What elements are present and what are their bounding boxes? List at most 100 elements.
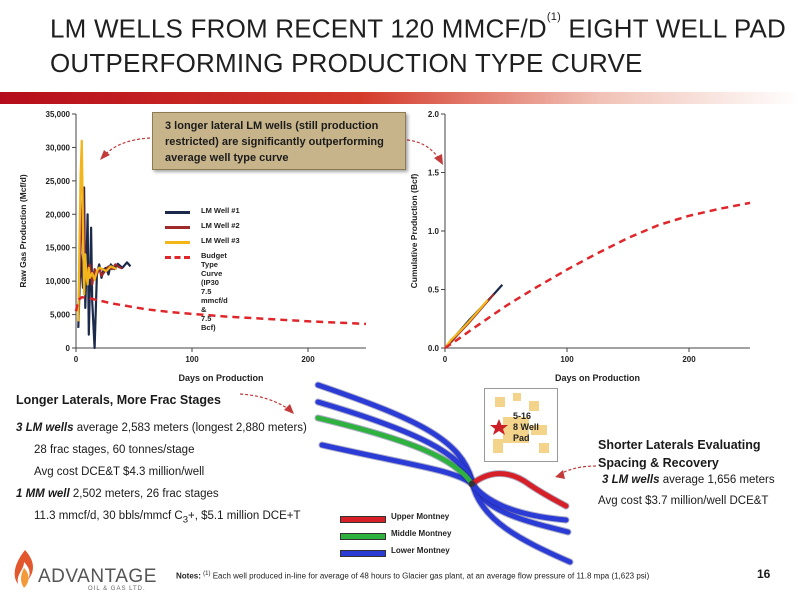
title-line2: OUTPERFORMING PRODUCTION TYPE CURVE [50, 47, 643, 78]
left-line-1: 3 LM wells average 2,583 meters (longest… [16, 417, 346, 439]
chart2-y-tick-label: 1.5 [428, 169, 440, 178]
legend-label-well2: LM Well #2 [201, 221, 240, 230]
map-parcel [539, 443, 549, 453]
title-line1: LM WELLS FROM RECENT 120 MMCF/D [50, 13, 547, 44]
left-line-4-rest: 2,502 meters, 26 frac stages [69, 488, 219, 500]
brand-band [0, 92, 800, 104]
footnote-prefix: Notes: [176, 571, 204, 581]
map-parcel [513, 393, 521, 401]
legend-swatch-budget [165, 256, 190, 259]
chart1-y-tick-label: 25,000 [46, 177, 71, 186]
page-number: 16 [757, 567, 771, 581]
chart1-x-tick-label: 200 [301, 355, 315, 364]
left-line-1-rest: average 2,583 meters (longest 2,880 mete… [73, 422, 307, 434]
legend-label-well1: LM Well #1 [201, 206, 240, 215]
pad-label: 5-16 8 Well Pad [513, 411, 539, 443]
montney-label-middle: Middle Montney [391, 529, 452, 538]
legend-label-well3: LM Well #3 [201, 236, 240, 245]
footnote: Notes: (1) Each well produced in-line fo… [176, 571, 649, 581]
chart2-x-tick-label: 100 [560, 355, 574, 364]
legend-swatch-well3 [165, 241, 190, 244]
left-line-5: 11.3 mmcf/d, 30 bbls/mmcf C3+, $5.1 mill… [16, 505, 346, 531]
chart2-x-axis-title: Days on Production [555, 373, 640, 383]
logo-subtitle: OIL & GAS LTD. [88, 586, 146, 592]
left-line-3: Avg cost DCE&T $4.3 million/well [34, 466, 205, 478]
chart2-series-3-line [444, 299, 489, 349]
map-parcel [529, 401, 539, 411]
arrowhead-icon [555, 470, 565, 479]
left-line-5-sub: 3 [182, 514, 189, 526]
chart1-x-tick-label: 100 [185, 355, 199, 364]
left-line-1-bold: 3 LM wells [16, 422, 74, 434]
pad-map-graphic [490, 393, 549, 453]
wellbore-lower-4 [469, 481, 569, 523]
chart2-x-tick-label: 200 [682, 355, 696, 364]
right-line-1: 3 LM wells average 1,656 meters [598, 472, 793, 489]
chart1-y-tick-label: 35,000 [46, 110, 71, 119]
map-parcel [503, 417, 529, 443]
map-parcel [493, 439, 503, 453]
chart1-y-tick-label: 0 [66, 344, 71, 353]
callout-arrow-left [103, 137, 151, 157]
wellbore-upper-1 [469, 471, 569, 509]
chart2-y-tick-label: 0.0 [428, 344, 440, 353]
footnote-text: Each well produced in-line for average o… [210, 571, 650, 581]
pad-map: 5-16 8 Well Pad [484, 388, 558, 462]
left-line-5-post: +, $5.1 million DCE+T [188, 510, 301, 522]
montney-swatch-middle [340, 533, 386, 540]
left-line-4-bold: 1 MM well [16, 488, 70, 500]
chart1-y-tick-label: 10,000 [46, 277, 71, 286]
chart1-series-3-line [77, 139, 118, 322]
chart1-y-tick-label: 15,000 [46, 244, 71, 253]
right-line-1-bold: 3 LM wells [602, 474, 660, 486]
chart2-y-tick-label: 1.0 [428, 227, 440, 236]
chart2-y-tick-label: 2.0 [428, 110, 440, 119]
legend-swatch-well1 [165, 211, 190, 214]
left-line-4: 1 MM well 2,502 meters, 26 frac stages [16, 483, 346, 505]
montney-swatch-lower [340, 550, 386, 557]
chart1-y-tick-label: 20,000 [46, 210, 71, 219]
company-logo: ADVANTAGE OIL & GAS LTD. [10, 548, 170, 596]
map-parcel [495, 397, 505, 407]
chart2-y-tick-label: 0.5 [428, 286, 440, 295]
right-heading: Shorter Laterals Evaluating Spacing & Re… [598, 438, 761, 470]
arrowhead-icon [434, 154, 443, 165]
logo-wordmark: ADVANTAGE [38, 566, 157, 587]
legend-swatch-well2 [165, 226, 190, 229]
chart1-y-axis-title: Raw Gas Production (Mcf/d) [18, 174, 28, 288]
chart1-series-4-line [74, 295, 367, 326]
wellbore-middle-1 [315, 415, 475, 487]
arrowhead-icon [284, 404, 294, 414]
right-line-2: Avg cost $3.7 million/well DCE&T [598, 495, 769, 507]
footnote-mark: (1) [203, 571, 211, 577]
chart1-x-tick-label: 0 [74, 355, 79, 364]
callout-arrow-right [406, 139, 441, 161]
wellpad-node [469, 481, 475, 487]
slide-title: LM WELLS FROM RECENT 120 MMCF/D(1) EIGHT… [50, 8, 790, 80]
chart2-x-tick-label: 0 [443, 355, 448, 364]
chart2-series-4-line [444, 201, 751, 350]
map-parcel [531, 425, 547, 435]
pad-star-icon [490, 419, 508, 435]
chart1-y-tick-label: 30,000 [46, 143, 71, 152]
arrowhead-icon [100, 150, 110, 160]
title-footnote-mark: (1) [546, 11, 561, 23]
chart2-y-axis-title: Cumulative Production (Bcf) [409, 173, 419, 288]
left-line-2: 28 frac stages, 60 tonnes/stage [34, 444, 195, 456]
chart1-x-axis-title: Days on Production [178, 373, 263, 383]
montney-swatch-upper [340, 516, 386, 523]
flame-icon [14, 550, 34, 588]
montney-label-lower: Lower Montney [391, 546, 450, 555]
callout-box: 3 longer lateral LM wells (still product… [152, 112, 406, 170]
legend-label-budget: Budget Type Curve (IP30 7.5 mmcf/d & 7.5… [201, 251, 228, 332]
wellbore-lower-3 [319, 442, 475, 487]
title-line1-tail: EIGHT WELL PAD [560, 13, 786, 44]
right-text-block: Shorter Laterals Evaluating Spacing & Re… [598, 436, 793, 510]
right-text-arrow [559, 465, 597, 475]
left-line-5-pre: 11.3 mmcf/d, 30 bbls/mmcf C [34, 510, 183, 522]
chart1-y-tick-label: 5,000 [50, 311, 71, 320]
montney-label-upper: Upper Montney [391, 512, 450, 521]
left-heading: Longer Laterals, More Frac Stages [16, 393, 221, 407]
right-line-1-rest: average 1,656 meters [659, 474, 775, 486]
